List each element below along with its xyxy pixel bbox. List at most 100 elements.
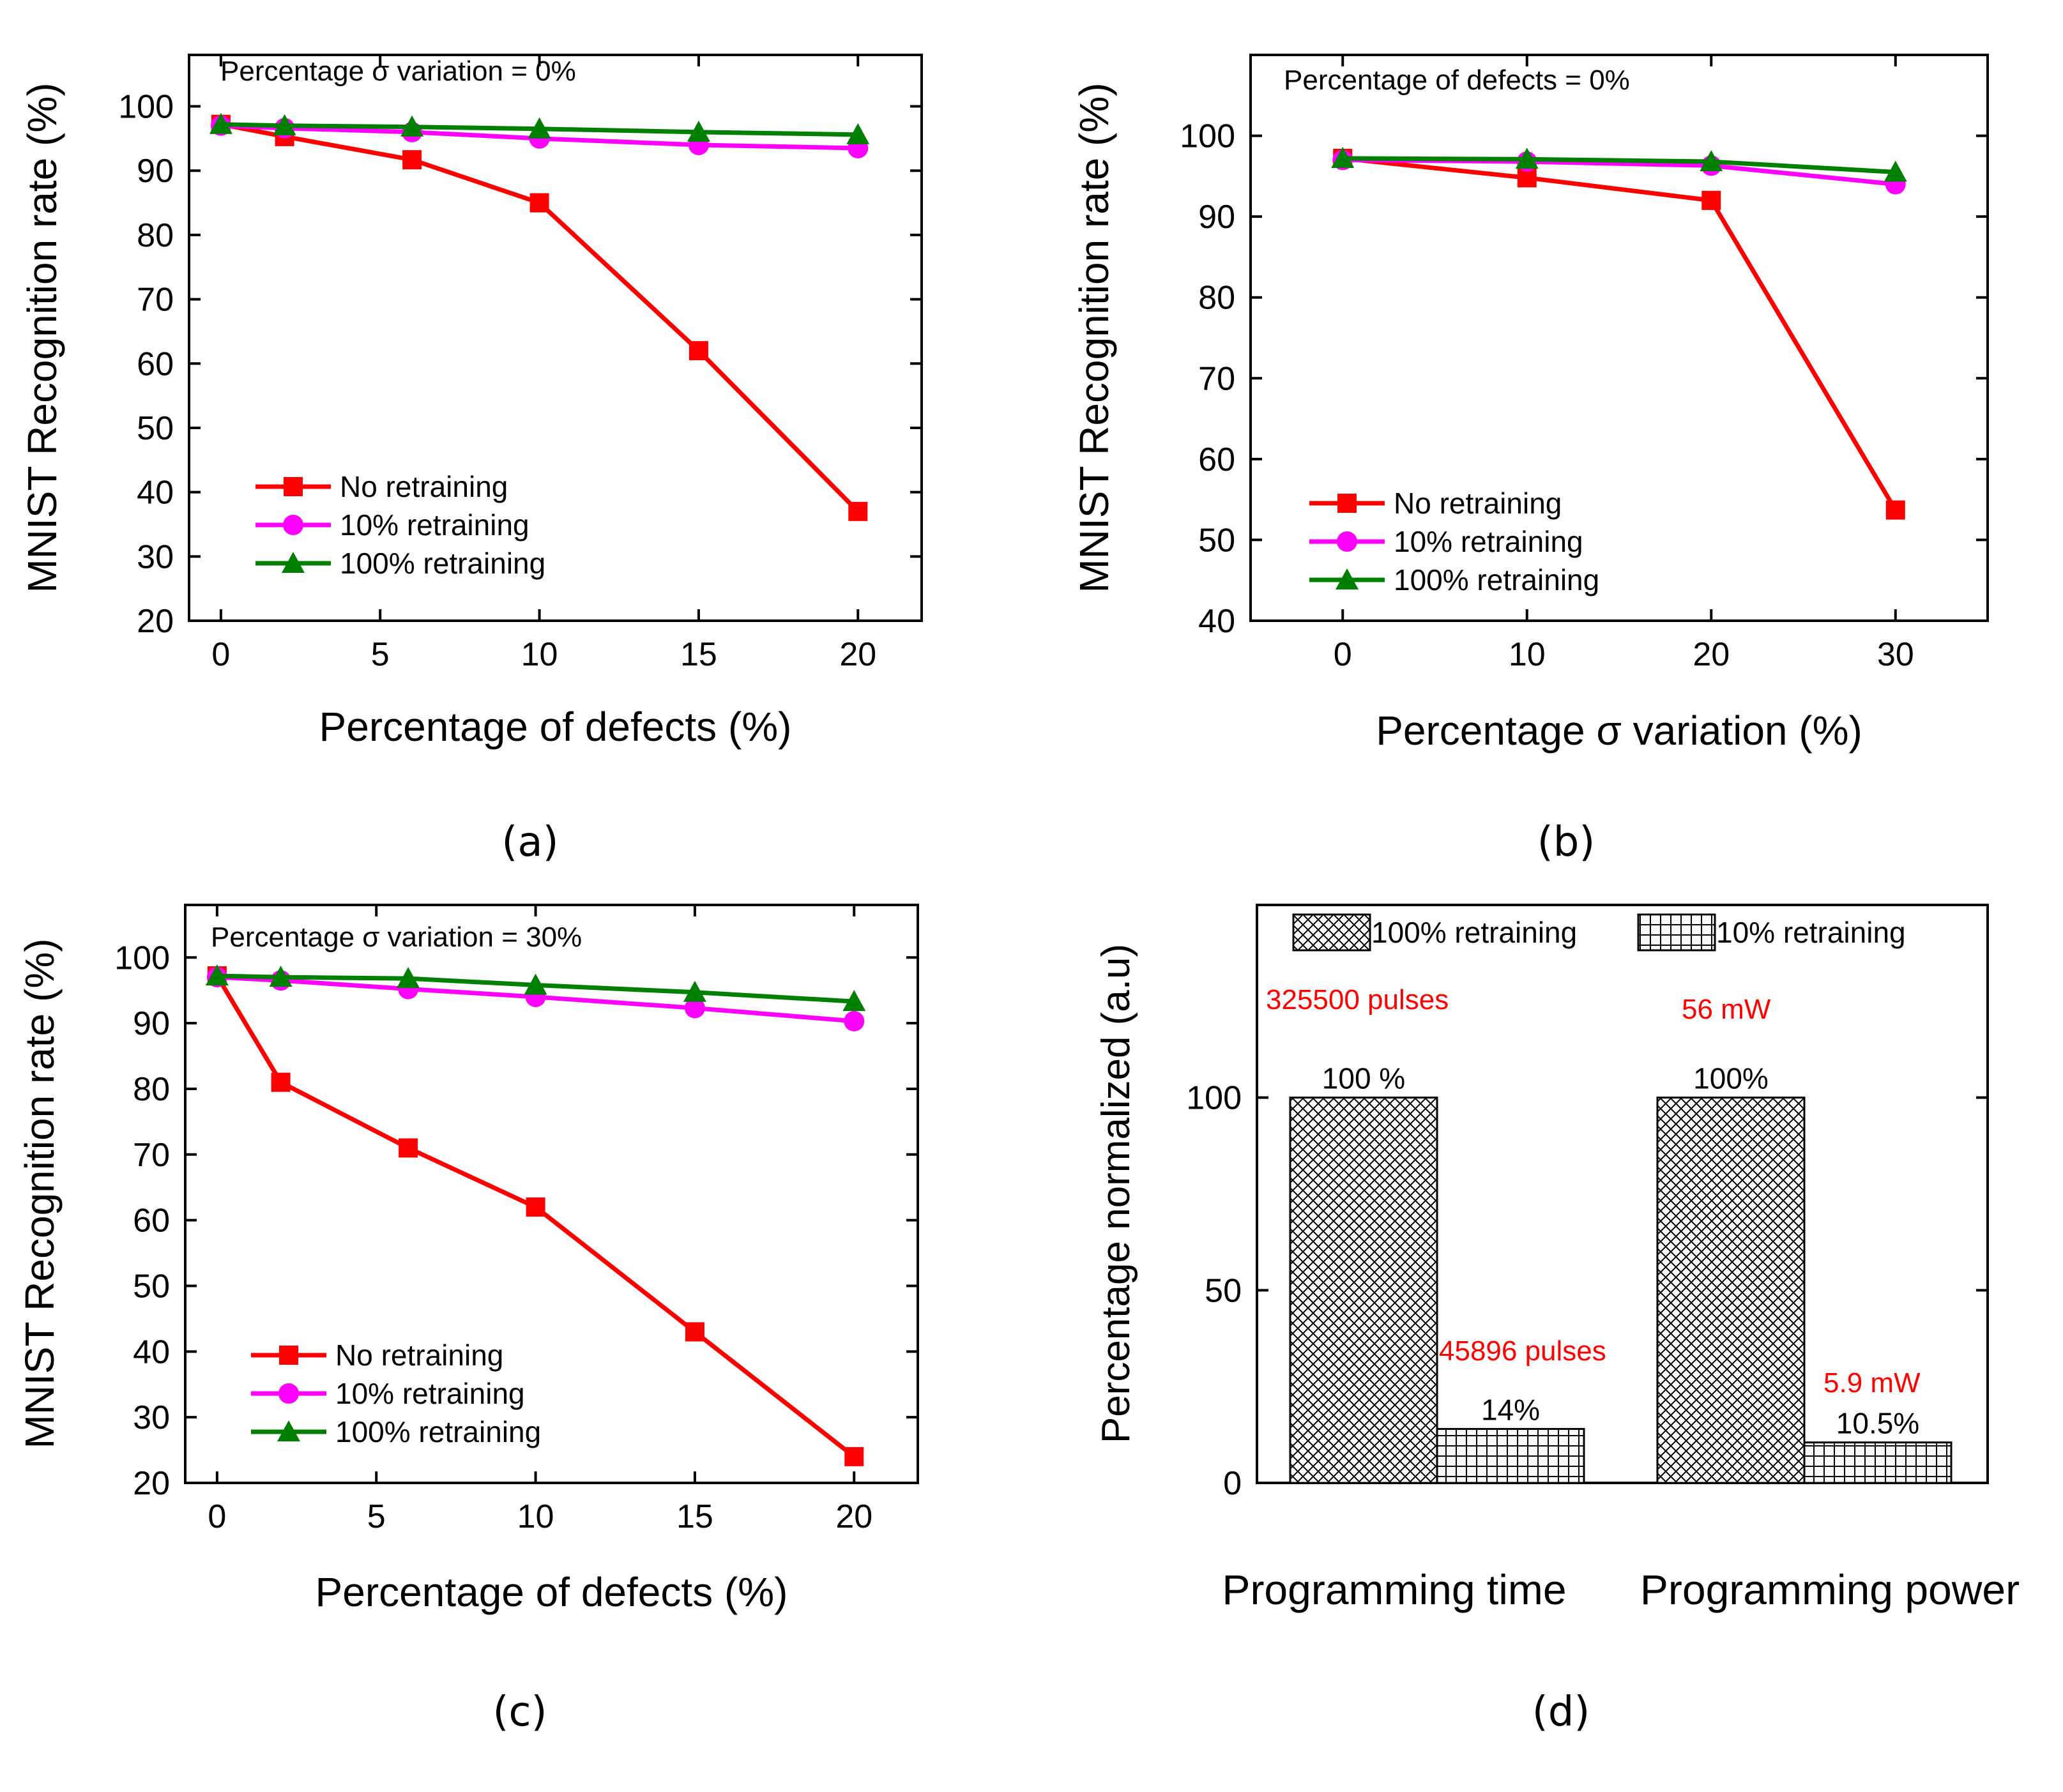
data-point-triangle xyxy=(1884,160,1907,182)
bar-annotation: 5.9 mW xyxy=(1823,1367,1921,1399)
x-tick-label: 0 xyxy=(208,1498,226,1535)
legend-marker-triangle xyxy=(1336,568,1359,589)
y-tick-label: 70 xyxy=(1198,360,1235,397)
x-tick-label: 10 xyxy=(1509,636,1546,673)
y-tick-label: 100 xyxy=(1180,118,1235,155)
bar-value-label: 100% xyxy=(1693,1062,1769,1095)
series-line-square xyxy=(1342,156,1898,512)
x-tick-label: 20 xyxy=(1693,636,1730,673)
series-line-circle xyxy=(220,123,858,151)
data-point-triangle xyxy=(687,120,710,142)
data-point-triangle xyxy=(524,973,547,995)
legend-marker-circle xyxy=(1337,531,1357,552)
legend-marker-square xyxy=(284,477,303,496)
chart-annotation: Percentage of defects = 0% xyxy=(1284,65,1630,96)
data-point-triangle xyxy=(842,990,866,1012)
y-axis-label: MNIST Recognition rate (%) xyxy=(17,938,63,1448)
x-axis-label: Percentage σ variation (%) xyxy=(1376,708,1862,754)
y-tick-label: 100 xyxy=(118,89,174,126)
panel-a-line-chart: 20 30 40 50 60 70 80 90 100 0 5 10 15 20 Percentage σ … xyxy=(19,54,923,866)
y-tick-label: 0 xyxy=(1223,1465,1242,1502)
bar-annotation: 325500 pulses xyxy=(1266,984,1449,1015)
bar-crosshatch xyxy=(1656,1097,1806,1484)
bar-value-label: 10.5% xyxy=(1836,1407,1919,1440)
panel-label: (a) xyxy=(501,819,558,866)
bar-crosshatch xyxy=(1289,1097,1438,1484)
data-point-square xyxy=(271,1072,291,1092)
panel-d-bar-chart: 0 50 100 Percentage normalized (a.u) (d) Prog… xyxy=(1094,904,2020,1736)
data-point-square xyxy=(402,150,422,170)
data-point-triangle xyxy=(1515,148,1539,169)
data-point-square xyxy=(844,1447,864,1466)
legend-swatch-crosshatch xyxy=(1292,913,1371,952)
y-axis-label: Percentage normalized (a.u) xyxy=(1094,944,1138,1443)
category-label: Programming time xyxy=(1222,1566,1566,1613)
data-point-square xyxy=(1885,500,1905,520)
data-point-square xyxy=(399,1138,418,1158)
data-point-triangle xyxy=(205,964,229,986)
y-tick-label: 30 xyxy=(133,1399,170,1436)
x-tick-label: 30 xyxy=(1877,636,1914,673)
panel-label: (b) xyxy=(1537,819,1595,866)
chart-annotation: Percentage σ variation = 0% xyxy=(220,56,576,87)
plot-frame xyxy=(184,904,919,1484)
series-line-triangle xyxy=(220,122,858,137)
data-point-triangle xyxy=(209,112,232,134)
legend-label: 100% retraining xyxy=(335,1415,541,1448)
y-tick-label: 40 xyxy=(1198,603,1235,640)
x-axis-label: Percentage of defects (%) xyxy=(316,1569,788,1615)
series-line-circle xyxy=(217,975,855,1024)
data-point-square xyxy=(685,1322,704,1342)
x-tick-label: 15 xyxy=(676,1498,713,1535)
x-tick-label: 15 xyxy=(680,636,717,673)
legend-label: 10% retraining xyxy=(1394,525,1583,558)
data-point-triangle xyxy=(683,980,706,1002)
y-tick-label: 100 xyxy=(1186,1080,1242,1117)
legend-marker-square xyxy=(279,1346,298,1365)
legend-label: No retraining xyxy=(335,1339,503,1372)
legend-label: 100% retraining xyxy=(1371,916,1577,949)
bar-grid xyxy=(1436,1428,1585,1484)
legend-label: 100% retraining xyxy=(1394,563,1599,596)
x-tick-label: 10 xyxy=(517,1498,554,1535)
x-tick-label: 5 xyxy=(367,1498,386,1535)
data-point-square xyxy=(689,341,708,361)
series-line-square xyxy=(215,975,856,1459)
x-tick-label: 20 xyxy=(839,636,876,673)
y-tick-label: 80 xyxy=(137,217,174,254)
y-tick-label: 50 xyxy=(1205,1272,1242,1309)
y-tick-label: 60 xyxy=(137,345,174,383)
bar-value-label: 14% xyxy=(1481,1393,1540,1427)
y-tick-label: 40 xyxy=(137,475,174,512)
y-tick-label: 100 xyxy=(114,939,170,976)
y-tick-label: 90 xyxy=(133,1005,170,1042)
data-point-triangle xyxy=(846,123,870,144)
chart-annotation: Percentage σ variation = 30% xyxy=(211,922,582,953)
panel-label: (c) xyxy=(492,1689,547,1736)
y-axis-label: MNIST Recognition rate (%) xyxy=(1071,82,1117,593)
legend-marker-triangle xyxy=(282,552,305,573)
y-tick-label: 80 xyxy=(133,1071,170,1108)
legend-marker-circle xyxy=(278,1383,299,1404)
legend-marker-triangle xyxy=(277,1420,300,1441)
data-point-circle xyxy=(684,998,705,1019)
x-axis-label: Percentage of defects (%) xyxy=(319,704,792,750)
data-point-square xyxy=(529,193,549,213)
series-line-triangle xyxy=(1343,156,1896,175)
y-tick-label: 60 xyxy=(1198,441,1235,478)
data-point-triangle xyxy=(1331,147,1355,169)
x-tick-label: 5 xyxy=(371,636,390,673)
y-tick-label: 80 xyxy=(1198,280,1235,317)
bar-grid xyxy=(1803,1441,1953,1484)
plot-frame xyxy=(188,54,923,622)
legend-swatch-grid xyxy=(1637,913,1716,952)
legend-label: No retraining xyxy=(1394,487,1562,520)
data-point-triangle xyxy=(1700,150,1723,172)
y-tick-label: 90 xyxy=(137,153,174,190)
y-tick-label: 60 xyxy=(133,1203,170,1240)
x-tick-label: 10 xyxy=(521,636,558,673)
bar-annotation: 45896 pulses xyxy=(1439,1335,1606,1367)
data-point-triangle xyxy=(273,114,296,135)
panel-b-line-chart: 40 50 60 70 80 90 100 0 10 20 30 Percentage of defe… xyxy=(1071,54,1989,866)
data-point-circle xyxy=(844,1011,865,1032)
